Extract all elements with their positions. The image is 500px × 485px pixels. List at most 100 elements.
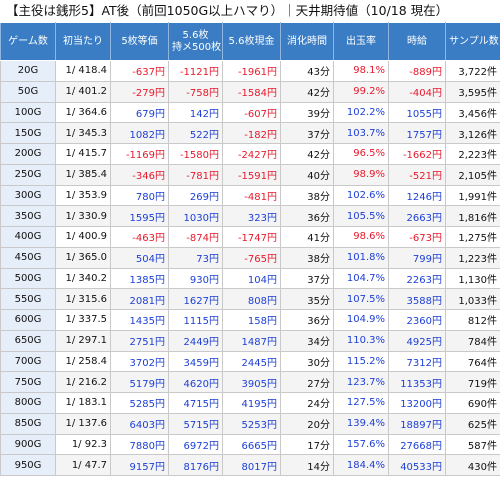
cell-sample-count: 625件 — [445, 412, 500, 435]
cell-56-medal-500: -1121円 — [168, 60, 223, 82]
cell-5-equal: -279円 — [110, 80, 169, 103]
cell-sample-count: 1,130件 — [445, 267, 500, 290]
cell-play-time: 40分 — [280, 163, 334, 186]
cell-first-hit: 1/ 418.4 — [55, 60, 111, 82]
cell-hourly-wage: 7312円 — [388, 350, 446, 373]
cell-56-medal-500: 142円 — [168, 101, 223, 124]
header-hourly-wage: 時給 — [388, 22, 446, 61]
table-row: 450G 1/ 365.0 504円 73円 -765円 38分 101.8% 799円 1,2… — [0, 246, 500, 269]
cell-56-cash: -765円 — [222, 246, 281, 269]
cell-hourly-wage: 2360円 — [388, 309, 446, 331]
cell-hourly-wage: -889円 — [388, 60, 446, 82]
cell-sample-count: 1,275件 — [445, 226, 500, 248]
cell-sample-count: 3,456件 — [445, 101, 500, 124]
table-row: 650G 1/ 297.1 2751円 2449円 1487円 34分 110.3% 4925… — [0, 329, 500, 352]
cell-payout-rate: 101.8% — [333, 246, 389, 269]
table-row: 350G 1/ 330.9 1595円 1030円 323円 36分 105.5% 2663円… — [0, 205, 500, 227]
cell-56-cash: -607円 — [222, 101, 281, 124]
cell-play-time: 37分 — [280, 267, 334, 290]
cell-play-time: 41分 — [280, 226, 334, 248]
table-row: 950G 1/ 47.7 9157円 8176円 8017円 14分 184.4% 40533… — [0, 454, 500, 476]
header-game-count: ゲーム数 — [0, 22, 56, 61]
cell-56-cash: 808円 — [222, 288, 281, 310]
cell-game-count: 900G — [0, 433, 56, 456]
cell-sample-count: 1,816件 — [445, 205, 500, 227]
cell-56-medal-500: 930円 — [168, 267, 223, 290]
table-row: 100G 1/ 364.6 679円 142円 -607円 39分 102.2% 1055円 3… — [0, 101, 500, 124]
cell-56-cash: 1487円 — [222, 329, 281, 352]
cell-play-time: 36分 — [280, 205, 334, 227]
cell-first-hit: 1/ 92.3 — [55, 433, 111, 456]
cell-5-equal: 1595円 — [110, 205, 169, 227]
table-body: 20G 1/ 418.4 -637円 -1121円 -1961円 43分 98.1% -889… — [0, 60, 500, 476]
cell-first-hit: 1/ 216.2 — [55, 371, 111, 393]
cell-hourly-wage: 1246円 — [388, 184, 446, 207]
cell-payout-rate: 104.9% — [333, 309, 389, 331]
cell-first-hit: 1/ 258.4 — [55, 350, 111, 373]
cell-sample-count: 3,595件 — [445, 80, 500, 103]
cell-payout-rate: 110.3% — [333, 329, 389, 352]
cell-56-medal-500: -874円 — [168, 226, 223, 248]
cell-play-time: 34分 — [280, 329, 334, 352]
cell-play-time: 17分 — [280, 433, 334, 456]
table-row: 400G 1/ 400.9 -463円 -874円 -1747円 41分 98.6% -673… — [0, 226, 500, 248]
cell-56-medal-500: 1115円 — [168, 309, 223, 331]
cell-game-count: 200G — [0, 143, 56, 165]
cell-sample-count: 1,223件 — [445, 246, 500, 269]
expected-value-table: ゲーム数 初当たり 5枚等価 5.6枚 持メ500枚 5.6枚現金 消化時間 出玉率 時給 サンプ… — [0, 22, 500, 476]
cell-first-hit: 1/ 183.1 — [55, 392, 111, 414]
table-row: 850G 1/ 137.6 6403円 5715円 5253円 20分 139.4% 1889… — [0, 412, 500, 435]
cell-first-hit: 1/ 315.6 — [55, 288, 111, 310]
cell-play-time: 38分 — [280, 184, 334, 207]
cell-5-equal: -1169円 — [110, 143, 169, 165]
cell-5-equal: 1435円 — [110, 309, 169, 331]
cell-first-hit: 1/ 415.7 — [55, 143, 111, 165]
cell-play-time: 24分 — [280, 392, 334, 414]
cell-56-medal-500: 8176円 — [168, 454, 223, 476]
cell-first-hit: 1/ 337.5 — [55, 309, 111, 331]
cell-game-count: 400G — [0, 226, 56, 248]
cell-play-time: 42分 — [280, 80, 334, 103]
header-56-medal-500: 5.6枚 持メ500枚 — [168, 22, 223, 61]
table-row: 200G 1/ 415.7 -1169円 -1580円 -2427円 42分 96.5% -1… — [0, 143, 500, 165]
cell-sample-count: 2,223件 — [445, 143, 500, 165]
cell-5-equal: 7880円 — [110, 433, 169, 456]
cell-5-equal: 3702円 — [110, 350, 169, 373]
header-5-equal: 5枚等価 — [110, 22, 169, 61]
cell-hourly-wage: 40533円 — [388, 454, 446, 476]
cell-hourly-wage: -673円 — [388, 226, 446, 248]
cell-play-time: 43分 — [280, 60, 334, 82]
cell-56-cash: -1591円 — [222, 163, 281, 186]
cell-56-cash: -182円 — [222, 122, 281, 144]
cell-payout-rate: 103.7% — [333, 122, 389, 144]
cell-56-cash: 6665円 — [222, 433, 281, 456]
cell-payout-rate: 104.7% — [333, 267, 389, 290]
cell-5-equal: 2751円 — [110, 329, 169, 352]
cell-sample-count: 719件 — [445, 371, 500, 393]
table-title: 【主役は銭形5】AT後（前回1050G以上ハマり）｜天井期待値（10/18 現在… — [6, 3, 449, 18]
cell-play-time: 35分 — [280, 288, 334, 310]
cell-56-cash: 2445円 — [222, 350, 281, 373]
cell-hourly-wage: 799円 — [388, 246, 446, 269]
table-row: 900G 1/ 92.3 7880円 6972円 6665円 17分 157.6% 27668… — [0, 433, 500, 456]
cell-first-hit: 1/ 353.9 — [55, 184, 111, 207]
cell-first-hit: 1/ 401.2 — [55, 80, 111, 103]
cell-56-cash: 3905円 — [222, 371, 281, 393]
cell-56-medal-500: 1030円 — [168, 205, 223, 227]
cell-hourly-wage: 1055円 — [388, 101, 446, 124]
table-row: 750G 1/ 216.2 5179円 4620円 3905円 27分 123.7% 1135… — [0, 371, 500, 393]
cell-game-count: 300G — [0, 184, 56, 207]
cell-payout-rate: 98.6% — [333, 226, 389, 248]
cell-5-equal: 679円 — [110, 101, 169, 124]
table-row: 600G 1/ 337.5 1435円 1115円 158円 36分 104.9% 2360円… — [0, 309, 500, 331]
cell-5-equal: 5285円 — [110, 392, 169, 414]
header-payout-rate: 出玉率 — [333, 22, 389, 61]
header-sample-count: サンプル数 — [445, 22, 500, 61]
cell-play-time: 30分 — [280, 350, 334, 373]
cell-5-equal: 1385円 — [110, 267, 169, 290]
cell-play-time: 37分 — [280, 122, 334, 144]
cell-5-equal: 6403円 — [110, 412, 169, 435]
cell-payout-rate: 98.9% — [333, 163, 389, 186]
cell-hourly-wage: -521円 — [388, 163, 446, 186]
cell-56-medal-500: -781円 — [168, 163, 223, 186]
